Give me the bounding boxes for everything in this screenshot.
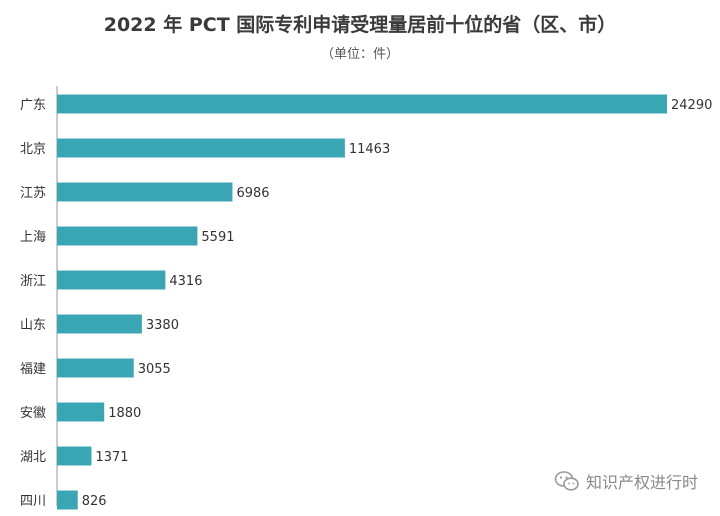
chart-title: 2022 年 PCT 国际专利申请受理量居前十位的省（区、市）: [103, 14, 617, 36]
bar: [57, 138, 345, 158]
bars-group: 广东 24290 北京 11463 江苏 6986 上海 5591 浙江 4316 山东 3380 福建…: [20, 94, 712, 510]
category-label: 广东: [20, 98, 46, 113]
value-label: 4316: [169, 274, 202, 289]
bar: [57, 358, 134, 378]
bar: [57, 402, 105, 422]
category-label: 四川: [20, 494, 46, 509]
category-label: 福建: [20, 362, 46, 377]
bar: [57, 490, 78, 510]
value-label: 24290: [671, 98, 712, 113]
category-label: 安徽: [20, 406, 46, 421]
value-label: 3380: [146, 318, 179, 333]
value-label: 6986: [236, 186, 269, 201]
bar: [57, 182, 233, 202]
category-label: 浙江: [20, 274, 46, 289]
category-label: 山东: [20, 318, 46, 333]
category-label: 北京: [20, 142, 46, 157]
bar: [57, 270, 166, 290]
bar: [57, 446, 92, 466]
bar: [57, 94, 667, 114]
watermark: 知识产权进行时: [554, 469, 698, 493]
category-label: 江苏: [20, 185, 46, 201]
value-label: 1371: [95, 450, 128, 465]
bar: [57, 314, 142, 334]
category-label: 湖北: [20, 450, 46, 465]
bar: [57, 226, 198, 246]
chart-subtitle: （单位：件）: [320, 47, 399, 62]
value-label: 11463: [349, 142, 390, 157]
wechat-icon: [554, 471, 579, 491]
value-label: 5591: [201, 230, 234, 245]
value-label: 1880: [108, 406, 141, 421]
category-label: 上海: [20, 230, 46, 245]
value-label: 3055: [138, 362, 171, 377]
value-label: 826: [82, 494, 107, 509]
watermark-text: 知识产权进行时: [585, 473, 698, 492]
